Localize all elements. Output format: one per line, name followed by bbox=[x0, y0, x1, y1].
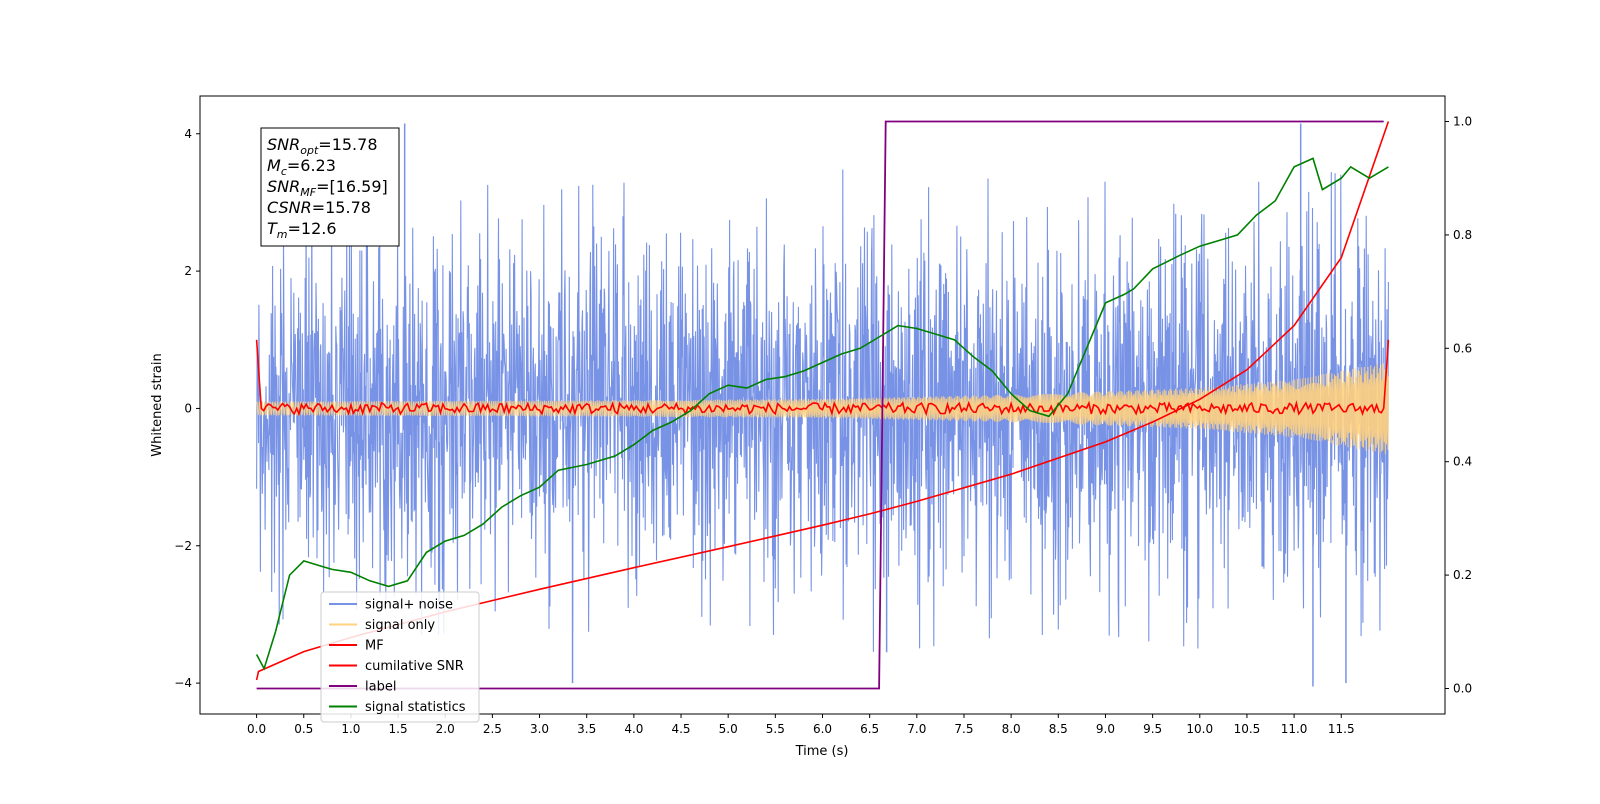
annotation-line: CSNR=15.78 bbox=[267, 198, 371, 217]
x-tick-label: 7.0 bbox=[907, 722, 926, 736]
x-tick-label: 10.0 bbox=[1186, 722, 1213, 736]
signal-only-line bbox=[256, 362, 1389, 455]
y2-tick-label: 0.6 bbox=[1453, 341, 1472, 355]
annotation-frame bbox=[260, 127, 400, 247]
y-tick-label: 4 bbox=[184, 127, 192, 141]
x-tick-label: 6.5 bbox=[860, 722, 879, 736]
legend-label: label bbox=[365, 680, 396, 695]
legend-label: cumilative SNR bbox=[365, 659, 464, 674]
y2-tick-label: 0.2 bbox=[1453, 568, 1472, 582]
annotation-line: SNRopt=15.78 bbox=[267, 135, 378, 157]
x-tick-label: 7.5 bbox=[954, 722, 973, 736]
x-tick-label: 3.0 bbox=[530, 722, 549, 736]
label-line bbox=[256, 120, 1384, 690]
annotation-line: SNRMF=[16.59] bbox=[267, 177, 388, 199]
plot-area bbox=[255, 120, 1390, 690]
legend-label: signal only bbox=[365, 618, 435, 633]
x-tick-label: 5.0 bbox=[719, 722, 738, 736]
annotation-line: Mc=6.23 bbox=[267, 156, 336, 178]
x-tick-label: 0.5 bbox=[294, 722, 313, 736]
x-tick-label: 8.0 bbox=[1002, 722, 1021, 736]
x-tick-label: 4.0 bbox=[624, 722, 643, 736]
x-tick-label: 1.0 bbox=[341, 722, 360, 736]
x-tick-label: 10.5 bbox=[1234, 722, 1261, 736]
signal-statistics-line bbox=[255, 157, 1389, 671]
x-tick-label: 1.5 bbox=[389, 722, 408, 736]
signal-noise-line bbox=[256, 169, 1389, 652]
legend: signal+ noise signal only MF cumilative SNR… bbox=[320, 591, 480, 723]
x-tick-label: 11.0 bbox=[1281, 722, 1308, 736]
y-axis-label: Whitened strain bbox=[150, 353, 165, 456]
x-tick-label: 5.5 bbox=[766, 722, 785, 736]
x-axis-label: Time (s) bbox=[795, 744, 849, 759]
y2-tick-label: 0.0 bbox=[1453, 681, 1472, 695]
y-tick-label: −2 bbox=[174, 539, 192, 553]
y2-tick-label: 0.8 bbox=[1453, 228, 1472, 242]
y2-tick-label: 1.0 bbox=[1453, 115, 1472, 129]
x-tick-label: 4.5 bbox=[671, 722, 690, 736]
legend-label: signal+ noise bbox=[365, 598, 453, 613]
x-tick-label: 9.0 bbox=[1096, 722, 1115, 736]
legend-frame bbox=[320, 591, 480, 723]
x-tick-label: 0.0 bbox=[247, 722, 266, 736]
y-tick-label: 2 bbox=[184, 264, 192, 278]
annotation-line: Tm=12.6 bbox=[267, 219, 337, 241]
x-tick-label: 11.5 bbox=[1328, 722, 1355, 736]
y-tick-label: 0 bbox=[184, 401, 192, 415]
x-tick-label: 3.5 bbox=[577, 722, 596, 736]
x-tick-label: 8.5 bbox=[1049, 722, 1068, 736]
legend-label: MF bbox=[365, 639, 384, 654]
y-tick-label: −4 bbox=[174, 676, 192, 690]
x-tick-label: 9.5 bbox=[1143, 722, 1162, 736]
legend-label: signal statistics bbox=[365, 700, 466, 715]
annotation-box: SNRopt=15.78Mc=6.23SNRMF=[16.59]CSNR=15.… bbox=[260, 127, 400, 247]
x-tick-label: 2.5 bbox=[483, 722, 502, 736]
x-tick-label: 6.0 bbox=[813, 722, 832, 736]
mf-line bbox=[255, 339, 1390, 417]
x-tick-label: 2.0 bbox=[436, 722, 455, 736]
axes: 0.0 0.5 1.0 1.5 2.0 2.5 3.0 3.5 4.0 4.5 5.0 5.5 6.0 6… bbox=[174, 115, 1472, 736]
y2-tick-label: 0.4 bbox=[1453, 455, 1472, 469]
